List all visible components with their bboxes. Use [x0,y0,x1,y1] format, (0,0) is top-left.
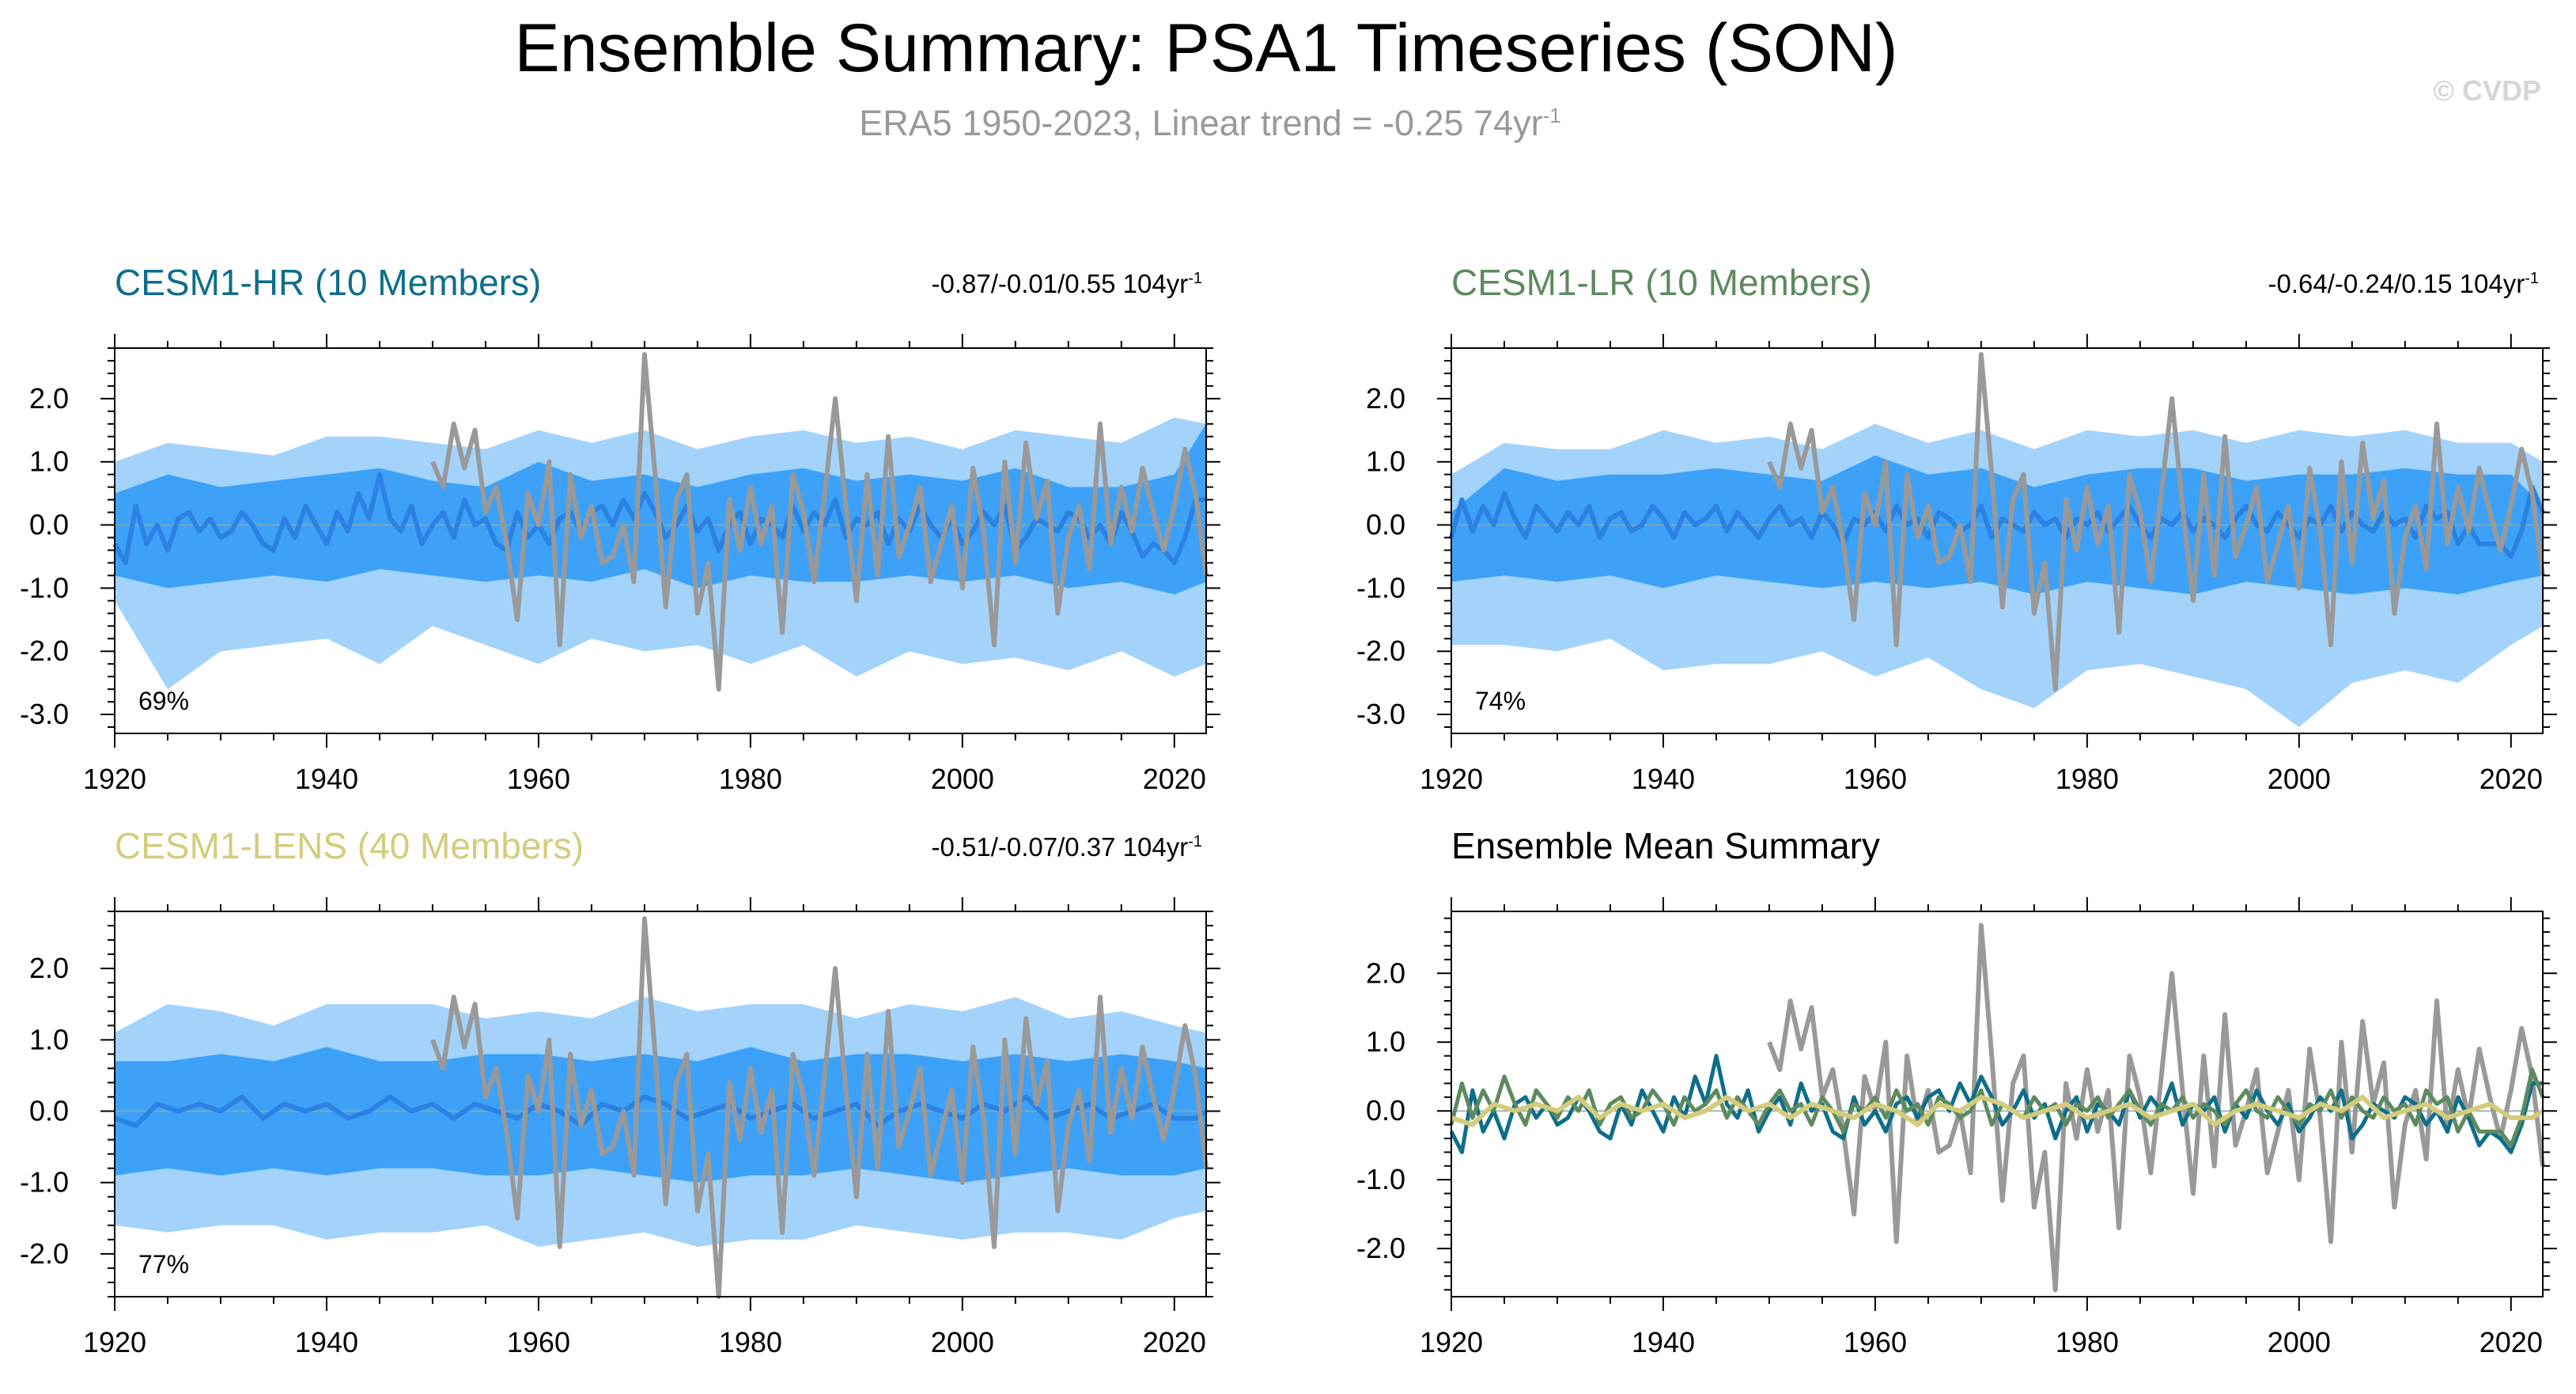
y-tick-label: -1.0 [20,571,69,604]
chart-panel-ensemble-mean-summary: Ensemble Mean Summary 1920 1940 1960 1980 20… [1337,824,2557,1394]
page-subtitle: ERA5 1950-2023, Linear trend = -0.25 74y… [0,103,2420,144]
x-tick-label: 1960 [507,763,570,795]
pattern-correlation-label: 77% [138,1250,189,1278]
x-tick-label: 1960 [1844,1326,1907,1358]
y-tick-label: -1.0 [1356,1163,1405,1195]
panel-title: Ensemble Mean Summary [1451,825,1880,866]
x-tick-label: 1980 [2056,1326,2119,1358]
panel-trend-text: -0.51/-0.07/0.37 104yr [931,832,1189,862]
chart-panel-cesm1-lr: CESM1-LR (10 Members) -0.64/-0.24/0.15 1… [1337,261,2557,831]
series-line-era5 [430,916,1209,1299]
x-tick-label: 2020 [2480,1326,2543,1358]
x-tick-label: 2000 [2268,763,2331,795]
chart-panel-cesm1-lens: CESM1-LENS (40 Members) -0.51/-0.07/0.37… [0,824,1220,1394]
panel-trend-text: -0.64/-0.24/0.15 104yr [2268,269,2525,298]
panel-trend: -0.64/-0.24/0.15 104yr-1 [2268,269,2539,299]
panel-trend-text: -0.87/-0.01/0.55 104yr [931,269,1189,298]
chart-svg: 1920 1940 1960 1980 2000 2020 2.0 1.0 0.0 -1.0 -2.… [20,334,1220,795]
subtitle-text: ERA5 1950-2023, Linear trend = -0.25 74y… [859,103,1543,143]
series-line-cesm1-lens [1451,1094,2544,1127]
subtitle-exponent: -1 [1542,104,1561,127]
x-tick-label: 2000 [2268,1326,2331,1358]
y-tick-label: 0.0 [29,509,69,541]
chart-svg: 1920 1940 1960 1980 2000 2020 2.0 1.0 0.0 -1.0 -2.… [20,897,1220,1358]
panel-trend: -0.51/-0.07/0.37 104yr-1 [931,832,1202,862]
x-tick-label: 2020 [1143,1326,1206,1358]
panel-trend-exponent: -1 [1188,833,1202,850]
panel-title: CESM1-LENS (40 Members) [115,825,584,866]
x-tick-label: 2020 [2480,763,2543,795]
y-tick-label: -2.0 [20,634,69,667]
panel-title: CESM1-LR (10 Members) [1451,262,1872,303]
x-tick-label: 1960 [1844,763,1907,795]
x-tick-label: 2000 [931,763,994,795]
y-tick-label: 2.0 [1366,956,1405,989]
x-tick-label: 1940 [295,1326,358,1358]
x-tick-label: 2000 [931,1326,994,1358]
plot-frame [1451,347,2544,734]
y-tick-label: -1.0 [1356,571,1405,604]
pattern-correlation-label: 69% [138,687,189,715]
x-tick-label: 2020 [1143,763,1206,795]
y-tick-label: -3.0 [1356,698,1405,730]
series-line-cesm1-lens [114,1094,1208,1128]
y-tick-label: -2.0 [20,1237,69,1270]
y-tick-label: 0.0 [1366,1094,1405,1127]
plot-frame [1451,911,2544,1297]
x-tick-label: 1940 [1632,1326,1695,1358]
x-tick-label: 1920 [1420,1326,1483,1358]
y-tick-label: 1.0 [29,445,69,478]
y-tick-label: 1.0 [29,1023,69,1055]
y-tick-label: -3.0 [20,698,69,730]
panel-trend-exponent: -1 [2525,270,2539,287]
watermark: © CVDP [2433,74,2541,107]
y-tick-label: 2.0 [29,952,69,984]
spread-band-inner [115,423,1206,595]
y-tick-label: 0.0 [29,1095,69,1127]
x-tick-label: 1940 [295,763,358,795]
x-tick-label: 1980 [2056,763,2119,795]
plot-frame [114,347,1207,734]
panel-trend: -0.87/-0.01/0.55 104yr-1 [931,269,1202,299]
x-tick-label: 1940 [1632,763,1695,795]
chart-svg: 1920 1940 1960 1980 2000 2020 2.0 1.0 0.0 -1.0 -2.… [1356,897,2557,1358]
series-line-cesm1-lr [1449,1067,2545,1148]
y-tick-label: 0.0 [1366,509,1405,541]
series-line-era5 [1767,352,2545,692]
chart-svg: 1920 1940 1960 1980 2000 2020 2.0 1.0 0.0 -1.0 -2.… [1356,334,2557,795]
y-tick-label: -2.0 [1356,634,1405,667]
chart-panel-cesm1-hr: CESM1-HR (10 Members) -0.87/-0.01/0.55 1… [0,261,1220,831]
y-tick-label: -1.0 [20,1166,69,1199]
panel-trend-exponent: -1 [1188,270,1202,287]
page-title: Ensemble Summary: PSA1 Timeseries (SON) [514,10,1898,86]
x-tick-label: 1920 [83,1326,146,1358]
series-line-era5 [1767,922,2545,1293]
series-line-era5 [430,352,1209,692]
y-tick-label: 2.0 [29,382,69,415]
x-tick-label: 1920 [1420,763,1483,795]
y-tick-label: 1.0 [1366,445,1405,478]
y-tick-label: 2.0 [1366,382,1405,415]
x-tick-label: 1980 [719,763,782,795]
panel-title: CESM1-HR (10 Members) [115,262,542,303]
plot-frame [114,911,1207,1297]
y-tick-label: 1.0 [1366,1025,1405,1058]
x-tick-label: 1920 [83,763,146,795]
pattern-correlation-label: 74% [1475,687,1526,715]
x-tick-label: 1980 [719,1326,782,1358]
x-tick-label: 1960 [507,1326,570,1358]
y-tick-label: -2.0 [1356,1232,1405,1264]
